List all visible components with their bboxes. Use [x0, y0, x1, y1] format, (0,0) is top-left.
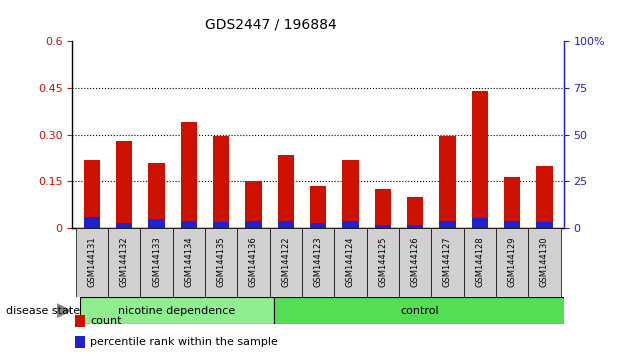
- Bar: [75, 336, 84, 348]
- Bar: [84, 217, 100, 228]
- Text: GDS2447 / 196884: GDS2447 / 196884: [205, 18, 336, 32]
- Bar: [213, 222, 229, 228]
- Bar: [278, 221, 294, 228]
- Bar: [108, 228, 140, 297]
- Bar: [407, 197, 423, 228]
- Text: GSM144124: GSM144124: [346, 236, 355, 287]
- Bar: [274, 297, 565, 324]
- Bar: [310, 223, 326, 228]
- Text: count: count: [90, 316, 122, 326]
- Bar: [270, 228, 302, 297]
- Text: GSM144132: GSM144132: [120, 236, 129, 287]
- Bar: [342, 160, 358, 228]
- Bar: [278, 155, 294, 228]
- Bar: [76, 228, 108, 297]
- Bar: [213, 136, 229, 228]
- Bar: [504, 222, 520, 228]
- Bar: [310, 186, 326, 228]
- Text: GSM144123: GSM144123: [314, 236, 323, 287]
- Text: GSM144136: GSM144136: [249, 236, 258, 287]
- Bar: [496, 228, 529, 297]
- Bar: [116, 141, 132, 228]
- Bar: [536, 222, 553, 228]
- Bar: [529, 228, 561, 297]
- Bar: [432, 228, 464, 297]
- Text: GSM144128: GSM144128: [475, 236, 484, 287]
- Bar: [407, 224, 423, 228]
- Polygon shape: [57, 304, 71, 318]
- Bar: [140, 228, 173, 297]
- Bar: [75, 315, 84, 327]
- Text: GSM144127: GSM144127: [443, 236, 452, 287]
- Text: GSM144133: GSM144133: [152, 236, 161, 287]
- Text: GSM144125: GSM144125: [378, 236, 387, 287]
- Bar: [173, 228, 205, 297]
- Text: GSM144122: GSM144122: [282, 236, 290, 287]
- Text: GSM144134: GSM144134: [185, 236, 193, 287]
- Bar: [335, 228, 367, 297]
- Bar: [464, 228, 496, 297]
- Bar: [536, 166, 553, 228]
- Text: GSM144129: GSM144129: [508, 236, 517, 287]
- Bar: [367, 228, 399, 297]
- Bar: [84, 160, 100, 228]
- Bar: [205, 228, 238, 297]
- Text: percentile rank within the sample: percentile rank within the sample: [90, 337, 278, 347]
- Text: GSM144130: GSM144130: [540, 236, 549, 287]
- Text: control: control: [400, 306, 438, 316]
- Bar: [181, 122, 197, 228]
- Bar: [472, 218, 488, 228]
- Bar: [375, 189, 391, 228]
- Bar: [246, 181, 261, 228]
- Bar: [439, 136, 455, 228]
- Text: GSM144135: GSM144135: [217, 236, 226, 287]
- Bar: [472, 91, 488, 228]
- Bar: [149, 219, 164, 228]
- Bar: [342, 222, 358, 228]
- Bar: [504, 177, 520, 228]
- Bar: [399, 228, 432, 297]
- Text: GSM144126: GSM144126: [411, 236, 420, 287]
- Text: disease state: disease state: [6, 306, 81, 316]
- Bar: [149, 163, 164, 228]
- Text: GSM144131: GSM144131: [88, 236, 96, 287]
- Bar: [116, 223, 132, 228]
- Text: nicotine dependence: nicotine dependence: [118, 306, 236, 316]
- Bar: [375, 225, 391, 228]
- Bar: [80, 297, 274, 324]
- Bar: [302, 228, 335, 297]
- Bar: [246, 221, 261, 228]
- Bar: [238, 228, 270, 297]
- Bar: [439, 222, 455, 228]
- Bar: [181, 221, 197, 228]
